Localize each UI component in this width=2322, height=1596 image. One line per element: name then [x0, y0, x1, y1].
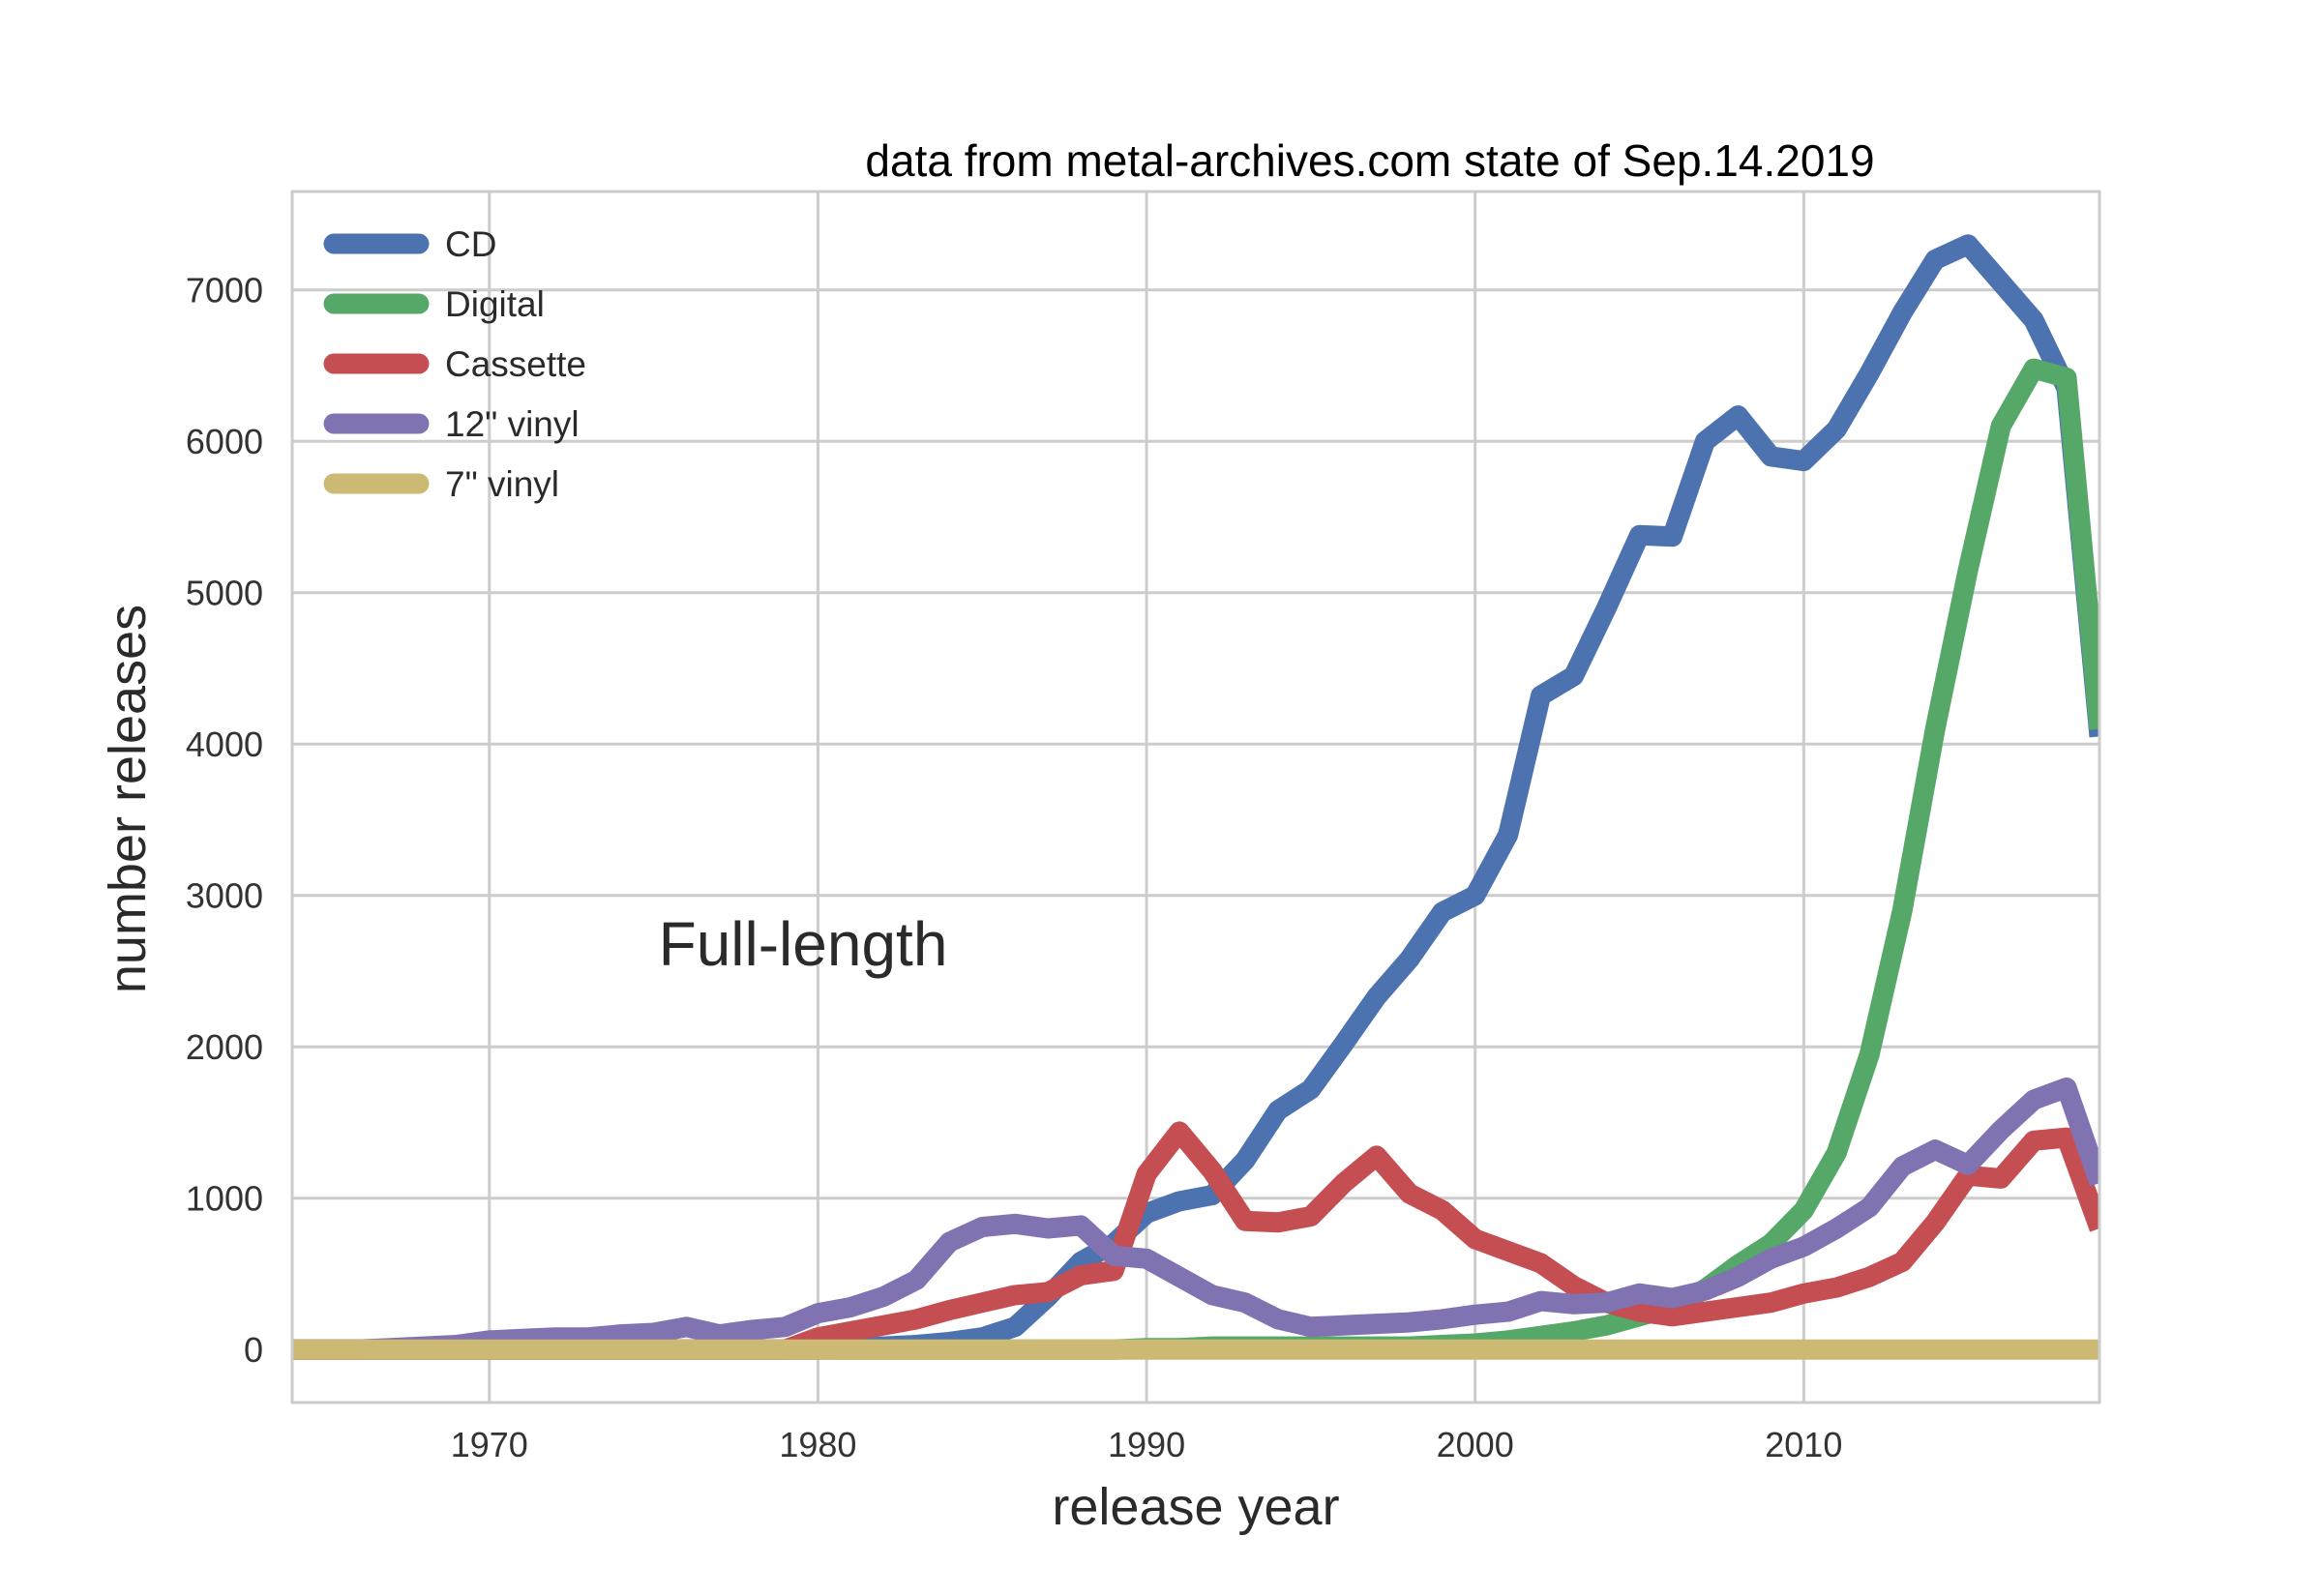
- y-tick-label: 1000: [186, 1179, 263, 1219]
- y-tick-label: 0: [244, 1330, 263, 1370]
- legend-label: Digital: [445, 284, 545, 324]
- y-tick-label: 6000: [186, 422, 263, 461]
- legend-label: 7" vinyl: [445, 464, 559, 504]
- legend-item-12-vinyl: 12" vinyl: [323, 404, 580, 444]
- x-tick-label: 1970: [451, 1425, 528, 1464]
- x-tick-label: 1990: [1108, 1425, 1185, 1464]
- y-tick-label: 5000: [186, 574, 263, 613]
- legend-item-cassette: Cassette: [323, 344, 586, 384]
- plot-frame: [290, 190, 2101, 1404]
- legend-label: CD: [445, 224, 496, 264]
- legend-label: 12" vinyl: [445, 404, 580, 444]
- y-tick-label: 3000: [186, 876, 263, 916]
- legend: CD Digital Cassette 12" vinyl 7" vinyl: [323, 224, 586, 504]
- legend-label: Cassette: [445, 344, 586, 384]
- y-tick-label: 2000: [186, 1027, 263, 1067]
- x-tick-label: 1980: [779, 1425, 856, 1464]
- y-tick-labels: 0 1000 2000 3000 4000 5000 6000 7000: [186, 271, 263, 1370]
- x-tick-labels: 1970 1980 1990 2000 2010: [451, 1425, 1843, 1464]
- y-tick-label: 7000: [186, 271, 263, 310]
- legend-item-7-vinyl: 7" vinyl: [323, 464, 559, 504]
- x-tick-label: 2000: [1437, 1425, 1514, 1464]
- chart-title: data from metal-archives.com state of Se…: [865, 135, 1874, 186]
- x-tick-label: 2010: [1765, 1425, 1842, 1464]
- y-tick-label: 4000: [186, 724, 263, 764]
- grid: [292, 192, 2099, 1403]
- x-axis-label: release year: [1052, 1478, 1339, 1536]
- y-axis-label: number releases: [99, 605, 157, 993]
- legend-item-cd: CD: [323, 224, 496, 264]
- series-lines: [292, 234, 2099, 1360]
- series-line-12-vinyl: [292, 1078, 2099, 1360]
- chart-annotation: Full-length: [659, 909, 948, 979]
- legend-item-digital: Digital: [323, 284, 545, 324]
